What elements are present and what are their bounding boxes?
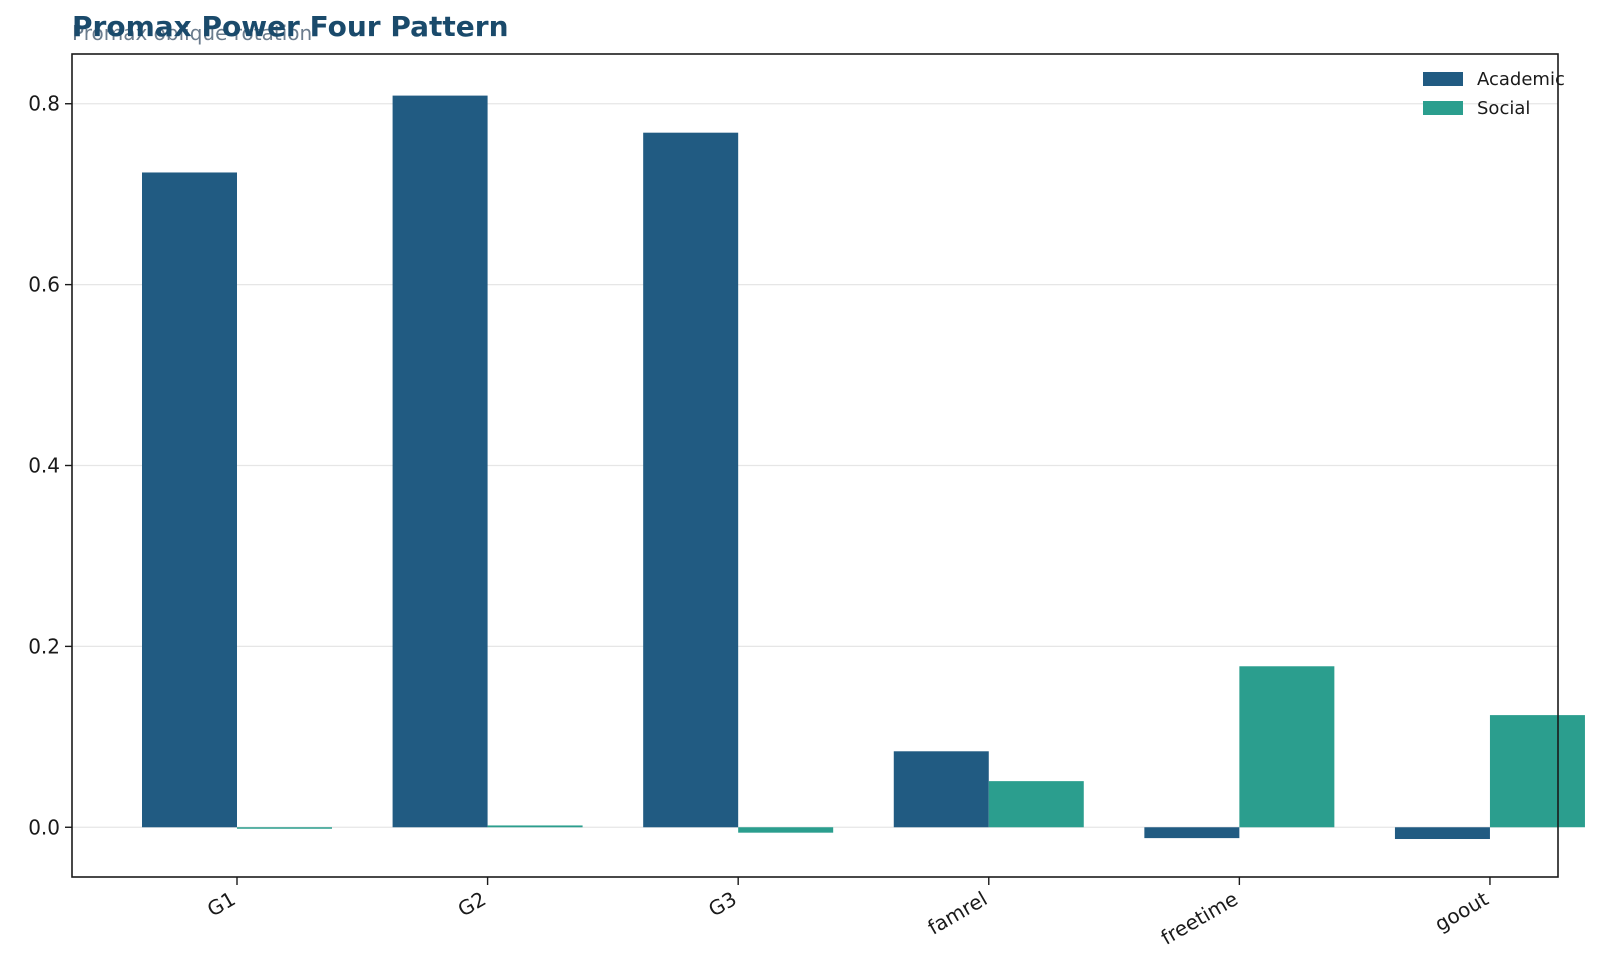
bar-academic-famrel: [893, 751, 989, 828]
x-tick-label: freetime: [1157, 887, 1242, 950]
bar-academic-g1: [142, 172, 237, 828]
x-tick-label: G3: [704, 887, 740, 922]
bars: [142, 95, 1585, 840]
y-tick-label: 0.0: [28, 815, 60, 839]
bar-social-g2: [487, 825, 583, 828]
bar-social-freetime: [1239, 666, 1335, 828]
chart-subtitle: Promax oblique rotation: [72, 21, 313, 45]
legend-swatch: [1423, 101, 1463, 115]
y-tick-label: 0.6: [28, 273, 60, 297]
chart-title: Promax Power Four Pattern: [72, 10, 509, 43]
x-axis: G1 G2 G3 famrel freetime goout: [203, 877, 1493, 950]
bar-social-g1: [237, 827, 332, 829]
bar-social-goout: [1489, 715, 1585, 828]
y-tick-label: 0.8: [28, 92, 60, 116]
bar-social-g3: [738, 827, 834, 833]
bar-academic-goout: [1394, 827, 1490, 840]
bar-academic-g3: [643, 132, 739, 828]
legend-label: Social: [1477, 98, 1530, 119]
bar-academic-g2: [392, 95, 488, 828]
bar-social-famrel: [988, 781, 1084, 828]
x-tick-label: goout: [1430, 886, 1492, 936]
bar-academic-freetime: [1144, 827, 1240, 839]
legend-label: Academic: [1477, 69, 1565, 90]
grid-lines: [72, 103, 1558, 828]
legend-swatch: [1423, 72, 1463, 86]
y-tick-label: 0.4: [28, 454, 60, 478]
y-tick-label: 0.2: [28, 634, 60, 658]
x-tick-label: G2: [454, 887, 490, 922]
x-tick-label: G1: [203, 887, 239, 922]
x-tick-label: famrel: [923, 887, 991, 940]
legend: Academic Social: [1423, 69, 1565, 119]
y-axis: 0.0 0.2 0.4 0.6 0.8: [28, 92, 72, 839]
